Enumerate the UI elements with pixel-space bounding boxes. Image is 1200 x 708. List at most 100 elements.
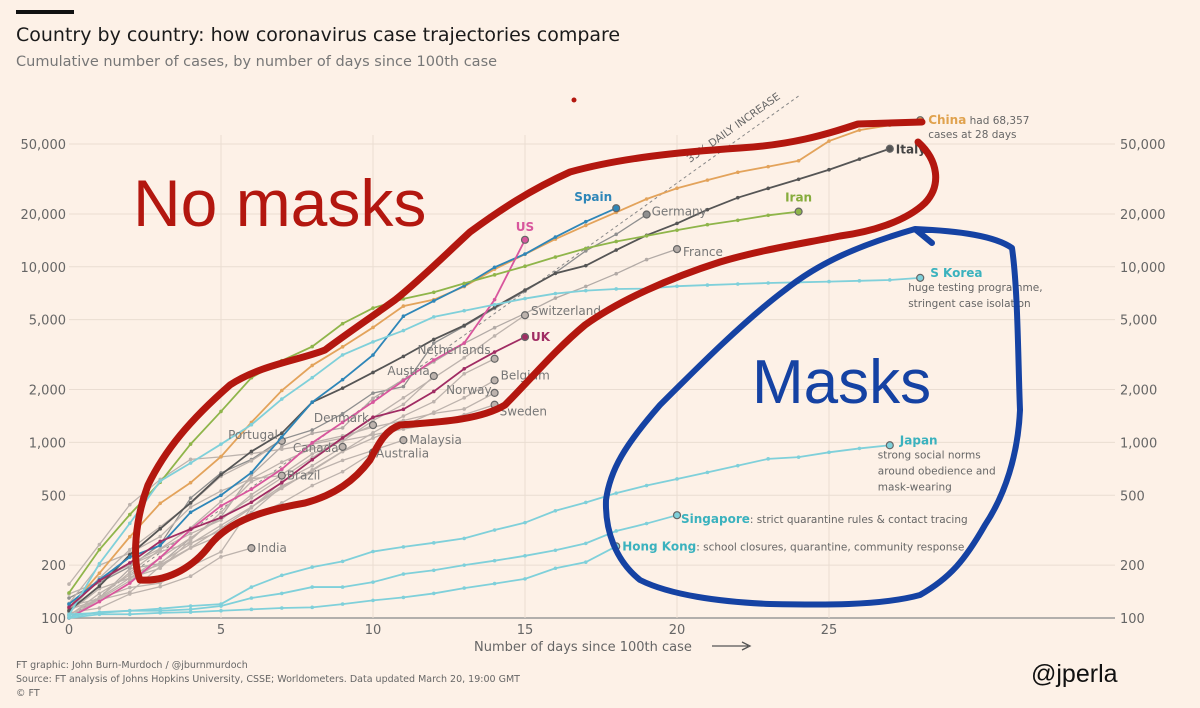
data-point-hong-kong [97,612,102,617]
data-point-spain [432,299,436,303]
series-end-marker-brazil [277,471,286,480]
data-point-uk [67,605,71,610]
data-point-s-korea [310,375,315,380]
data-point-s-korea [827,279,831,284]
series-line-us [68,239,526,619]
series-label-japan: Japan [899,433,938,447]
data-point-uk [219,515,223,520]
data-point-italy [675,221,679,226]
data-point-japan [401,545,406,549]
y-tick-label-right: 10,000 [1120,261,1166,276]
series-germany [67,210,651,600]
data-point-italy [280,431,284,436]
data-point-italy [97,584,102,588]
data-point-s-korea [432,315,436,319]
data-point-china [675,186,679,191]
data-point-singapore [340,585,345,589]
series-end-marker-s-korea [916,273,925,282]
series-end-marker-iran [794,207,803,216]
data-point-spain [67,602,71,606]
series-line-brazil [68,474,282,604]
data-point-iran [584,246,588,251]
series-end-marker-italy [885,144,894,153]
series-label-malaysia: Malaysia [409,433,461,447]
series-name-us: US [516,220,534,234]
series-name-australia: Australia [376,446,429,460]
y-tick-label-left: 2,000 [29,384,66,399]
data-point-s-korea [462,308,467,313]
chart-title: Country by country: how coronavirus case… [16,24,621,46]
data-point-s-korea [736,282,740,286]
data-point-netherlands [219,523,223,528]
series-name-portugal: Portugal [228,428,278,442]
data-point-s-korea [705,283,710,287]
data-point-hong-kong [280,606,284,610]
data-point-spain [492,265,497,270]
data-point-canada [158,562,162,567]
data-point-australia [280,501,284,505]
data-point-malaysia [280,484,284,488]
data-point-canada [249,506,254,510]
data-point-china [158,501,162,506]
data-point-china [584,223,588,228]
data-point-italy [766,186,770,191]
x-axis-arrow-icon [712,641,752,651]
data-point-italy [857,157,862,161]
data-point-belgium [462,395,467,400]
data-point-japan [340,559,345,564]
data-point-japan [827,450,831,455]
data-point-brazil [249,476,254,481]
series-end-marker-malaysia [399,436,408,445]
data-point-iran [128,512,132,517]
data-point-us [310,441,315,445]
data-point-hong-kong [553,566,558,571]
author-handle: @jperla [1031,660,1118,688]
data-point-denmark [280,447,284,452]
series-note-s-korea: huge testing programme, [908,282,1042,294]
data-point-uk [340,436,345,440]
data-point-malaysia [219,550,223,554]
series-end-marker-denmark [368,420,378,430]
data-point-italy [249,449,254,454]
series-name-hong-kong: Hong Kong [622,539,696,553]
series-note-china: had 68,357 [966,115,1029,127]
series-label-china: China had 68,357 [928,113,1029,127]
data-point-australia [310,483,315,488]
data-point-us [462,341,467,345]
masks-loop [602,226,1023,608]
data-point-us [432,358,436,362]
data-point-sweden [310,446,315,451]
series-note-japan: mask-wearing [878,481,952,493]
data-point-spain [219,493,223,498]
series-group [67,116,925,620]
y-tick-label-right: 50,000 [1120,138,1166,153]
no-masks-annotation: No masks [133,166,426,240]
series-end-marker-japan [885,441,894,450]
data-point-malaysia [128,585,132,590]
data-point-iran [705,222,710,227]
data-point-china [827,139,831,143]
data-point-canada [97,591,102,596]
data-point-norway [219,510,223,515]
data-point-france [492,325,497,330]
y-tick-label-left: 200 [41,559,66,574]
ft-header-bar [16,10,74,14]
data-point-china [401,304,406,308]
data-point-hong-kong [67,616,71,620]
data-point-hong-kong [219,608,223,613]
data-point-japan [310,565,315,569]
data-point-italy [219,472,223,477]
x-tick-label: 5 [217,623,225,638]
x-axis-label: Number of days since 100th case [474,640,692,655]
series-name-china: China [928,113,966,127]
data-point-italy [462,323,467,328]
series-name-canada: Canada [293,441,339,455]
series-india [67,544,256,615]
data-point-germany [432,341,436,345]
y-tick-label-left: 50,000 [21,138,67,153]
data-point-singapore [523,554,527,558]
data-point-singapore [553,548,558,553]
series-end-marker-austria [429,371,438,381]
series-label-us: US [516,220,534,234]
